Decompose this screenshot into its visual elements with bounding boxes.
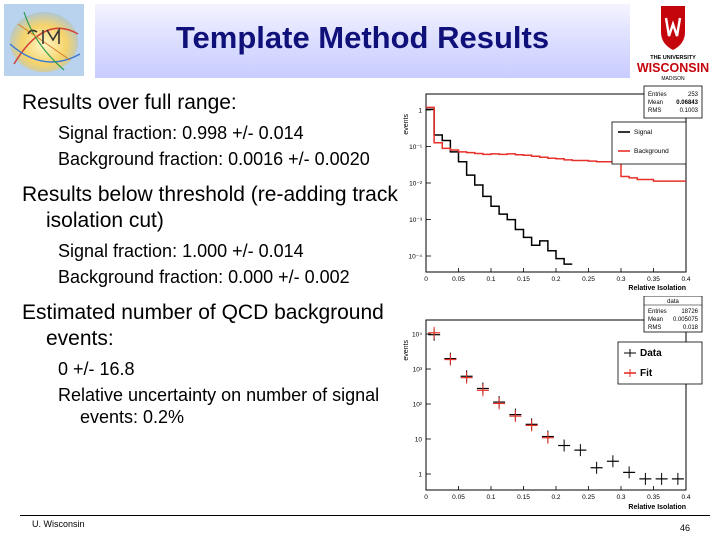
x-tick-label: 0.15	[517, 276, 530, 283]
stats-value: 18726	[681, 309, 698, 315]
bullet-level1: Estimated number of QCD background event…	[22, 301, 384, 350]
legend-label: Data	[640, 348, 662, 359]
point-data	[671, 472, 684, 485]
stats-value: 0.1003	[680, 108, 699, 114]
x-tick-label: 0.05	[452, 494, 465, 501]
point-data	[639, 472, 652, 485]
point-data	[655, 472, 668, 485]
bullet-level2: Background fraction: 0.000 +/- 0.002	[58, 267, 350, 287]
y-tick-label: 10²	[413, 402, 423, 409]
x-tick-label: 0.05	[452, 276, 465, 283]
point-fit	[541, 431, 554, 444]
x-tick-label: 0.3	[616, 494, 625, 501]
y-tick-label: 10⁻²	[409, 181, 423, 188]
x-tick-label: 0	[424, 276, 428, 283]
point-data	[558, 439, 571, 452]
y-tick-label: 10⁻³	[409, 217, 423, 224]
stats-value: 0.005075	[673, 317, 699, 323]
uw-logo-line2: WISCONSIN	[637, 61, 709, 75]
x-tick-label: 0.1	[486, 494, 495, 501]
stats-value: 0.018	[683, 325, 699, 331]
top-plot-ylabel: events	[403, 114, 410, 135]
x-tick-label: 0.1	[486, 276, 495, 283]
bottom-plot-stats-box: data Entries 18726 Mean 0.005075 RMS 0.0…	[643, 296, 703, 333]
uw-logo-line1: THE UNIVERSITY	[650, 55, 696, 61]
point-fit	[509, 410, 522, 423]
bottom-plot: events Relative Isolation 0 0.05 0.1 0.15 0.…	[398, 296, 708, 512]
x-tick-label: 0.4	[681, 276, 690, 283]
top-plot-svg: events Relative Isolation 0 0.05 0.1 0.15 0.…	[398, 84, 708, 294]
y-tick-label: 10³	[413, 367, 423, 374]
y-tick-label: 10⁻⁴	[409, 254, 423, 261]
header-band	[95, 4, 630, 78]
top-plot: events Relative Isolation 0 0.05 0.1 0.15 0.…	[398, 84, 708, 294]
x-tick-label: 0	[424, 494, 428, 501]
bullet-level2: 0 +/- 16.8	[58, 359, 135, 379]
bullet-level1: Results over full range:	[22, 91, 237, 114]
bullet-level2: Background fraction: 0.0016 +/- 0.0020	[58, 149, 370, 169]
y-tick-label: 1	[418, 108, 422, 115]
stats-label: Entries	[648, 92, 667, 98]
footer-divider	[20, 515, 710, 516]
bullet-level2: Signal fraction: 0.998 +/- 0.014	[58, 123, 304, 143]
stats-value: 0.06843	[676, 100, 698, 106]
bottom-plot-ylabel: events	[403, 340, 410, 361]
bullet-level1: Results below threshold (re-adding track…	[22, 183, 398, 232]
stats-title: data	[667, 299, 679, 305]
point-data	[574, 444, 587, 457]
uw-logo-line3: MADISON	[661, 76, 685, 82]
top-plot-stats-box: Entries 253 Mean 0.06843 RMS 0.1003	[643, 85, 703, 119]
point-fit	[476, 384, 489, 397]
y-tick-label: 10	[415, 437, 423, 444]
x-tick-label: 0.2	[551, 494, 560, 501]
y-tick-label: 1	[418, 472, 422, 479]
stats-value: 253	[688, 92, 699, 98]
point-fit	[525, 419, 538, 432]
legend-label: Background	[634, 148, 669, 155]
uw-crest-logo-icon: THE UNIVERSITY WISCONSIN MADISON	[637, 6, 709, 82]
x-tick-label: 0.35	[647, 494, 660, 501]
legend-label: Signal	[634, 129, 653, 136]
x-tick-label: 0.35	[647, 276, 660, 283]
x-tick-label: 0.15	[517, 494, 530, 501]
bottom-plot-legend: Data Fit	[617, 341, 703, 385]
point-fit	[460, 371, 473, 384]
legend-label: Fit	[640, 368, 653, 379]
top-plot-xlabel: Relative Isolation	[628, 285, 686, 292]
cms-logo-icon	[4, 4, 84, 76]
y-tick-label: 10⁻¹	[409, 144, 423, 151]
stats-label: Mean	[648, 100, 663, 106]
bottom-plot-xlabel: Relative Isolation	[628, 504, 686, 511]
slide-title: Template Method Results	[175, 20, 550, 55]
bottom-plot-svg: events Relative Isolation 0 0.05 0.1 0.15 0.…	[398, 296, 708, 512]
footer-org: U. Wisconsin	[32, 519, 85, 529]
point-fit	[428, 326, 441, 339]
stats-label: Entries	[648, 309, 667, 315]
x-tick-label: 0.25	[582, 494, 595, 501]
stats-label: RMS	[648, 108, 661, 114]
histogram-background	[426, 106, 686, 182]
x-tick-label: 0.25	[582, 276, 595, 283]
x-tick-label: 0.3	[616, 276, 625, 283]
x-tick-label: 0.4	[681, 494, 690, 501]
top-plot-legend: Signal Background	[611, 121, 687, 165]
point-data	[623, 466, 636, 479]
point-fit	[493, 397, 506, 410]
bullet-level2: Relative uncertainty on number of signal…	[58, 385, 380, 427]
bullet-level2: Signal fraction: 1.000 +/- 0.014	[58, 241, 304, 261]
point-data	[590, 461, 603, 474]
stats-label: RMS	[648, 325, 661, 331]
point-fit	[444, 353, 457, 366]
slide-body: Results over full range: Signal fraction…	[22, 90, 402, 432]
point-data	[606, 455, 619, 468]
stats-label: Mean	[648, 317, 663, 323]
page-number: 46	[680, 523, 691, 533]
y-tick-label: 10⁴	[412, 332, 422, 339]
x-tick-label: 0.2	[551, 276, 560, 283]
